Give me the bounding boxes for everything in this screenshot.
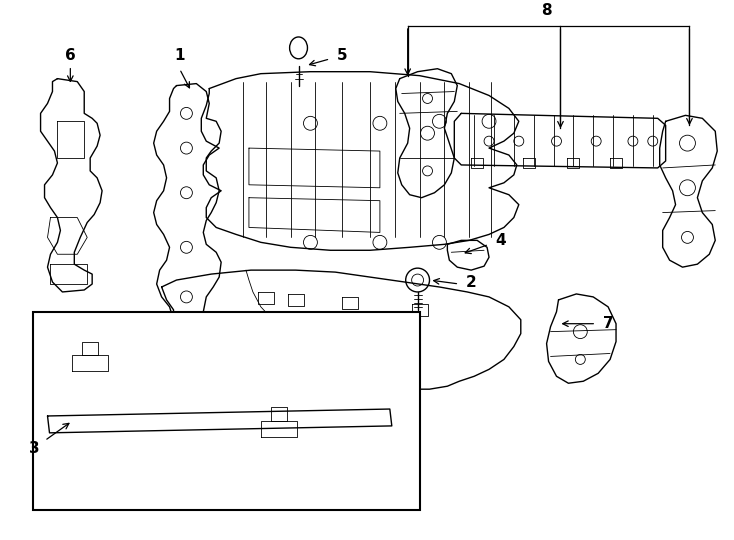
Text: 2: 2 bbox=[466, 274, 476, 289]
Text: 7: 7 bbox=[603, 316, 614, 331]
Text: 4: 4 bbox=[495, 233, 506, 248]
Text: 6: 6 bbox=[65, 48, 76, 63]
Text: 8: 8 bbox=[541, 3, 552, 18]
Bar bbox=[32, 312, 420, 510]
Text: 5: 5 bbox=[337, 48, 347, 63]
Text: 1: 1 bbox=[174, 48, 185, 63]
Text: 3: 3 bbox=[29, 441, 40, 456]
